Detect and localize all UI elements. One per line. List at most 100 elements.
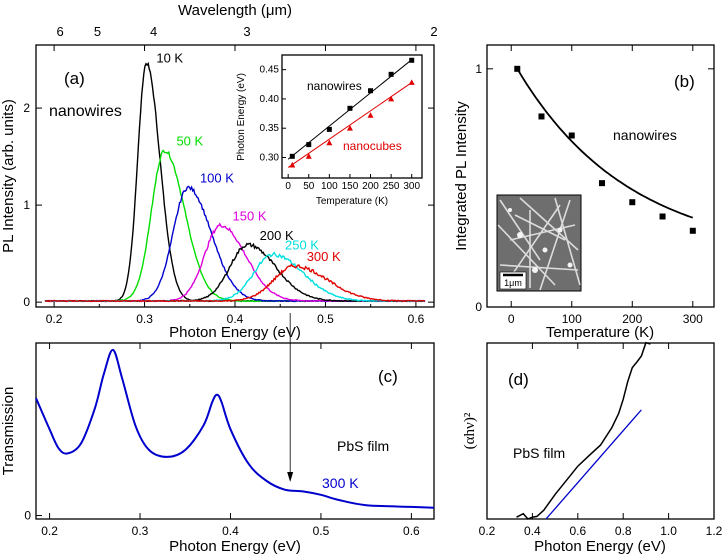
intensity-point: [629, 199, 636, 206]
inset-point-nanowires: [409, 57, 415, 63]
panel-b-xlabel: Temperature (K): [546, 324, 654, 341]
panel-c-frame: [35, 342, 435, 520]
intensity-point: [538, 113, 545, 120]
inset-point-nanowires: [368, 88, 374, 94]
panel-d-frame: [486, 342, 715, 520]
x-tick-label-a: 0.6: [408, 312, 425, 326]
panel-a-top-axis-label: Wavelength (μm): [178, 2, 292, 19]
x-tick-label-a: 0.5: [317, 312, 334, 326]
x-tick-label-d: 1.0: [660, 524, 677, 538]
inset-point-nanocubes: [388, 95, 395, 102]
panel-c-label: (c): [378, 367, 398, 386]
panel-c-curve-label: 300 K: [322, 475, 359, 491]
decay-fit-curve: [516, 68, 694, 219]
inset-y-tick-label: 0.30: [260, 153, 280, 164]
inset-point-nanowires: [306, 142, 312, 148]
pl-curve-250k: [44, 251, 426, 303]
panel-c-xlabel: Photon Energy (eV): [169, 538, 301, 555]
panel-a-plot: 0.2 0.3 0.4 0.5 0.6 0 1 2 6 5 4 3 2 10 K 50 K 100 K 150 …: [23, 24, 437, 326]
x-tick-label-d: 0.2: [479, 524, 496, 538]
inset-point-nanocubes: [305, 153, 312, 159]
panel-d-ylabel: (αhν)²: [462, 412, 478, 449]
x-tick-label-d: 1.2: [706, 524, 723, 538]
panel-b-label: (b): [674, 72, 695, 91]
panel-d-label: (d): [508, 370, 529, 389]
inset-point-nanowires: [388, 71, 394, 77]
x-tick-label-d: 0.4: [524, 524, 541, 538]
x-tick-label-b: 100: [562, 312, 582, 326]
x-tick-label-c: 0.2: [41, 524, 58, 538]
inset-point-nanocubes: [408, 79, 415, 85]
inset-point-nanocubes: [289, 161, 296, 168]
panel-a-label: (a): [64, 69, 85, 88]
panel-a-xlabel: Photon Energy (eV): [169, 324, 301, 341]
intensity-point: [568, 132, 575, 139]
inset-point-nanowires: [326, 126, 332, 132]
arrow-head: [287, 472, 294, 482]
inset-point-nanowires: [289, 153, 295, 159]
inset-y-tick-label: 0.40: [260, 94, 280, 105]
tauc-fit-line: [545, 409, 642, 520]
inset-x-tick-label: 250: [383, 181, 400, 192]
x-tick-label-d: 0.8: [615, 524, 632, 538]
inset-ylabel: Photon Energy (eV): [236, 73, 247, 161]
inset-point-nanocubes: [346, 125, 353, 131]
inset-legend-nanocubes: nanocubes: [343, 139, 402, 153]
pl-label-250k: 250 K: [285, 238, 319, 253]
intensity-point: [659, 213, 666, 220]
transmission-curve: [35, 348, 435, 509]
y-tick-label-a: 2: [23, 101, 30, 115]
x-tick-label-b: 300: [683, 312, 703, 326]
inset-point-nanocubes: [326, 139, 333, 146]
inset-x-tick-label: 0: [285, 181, 291, 192]
top-tick-label-a: 2: [430, 24, 437, 39]
panel-b-plot: 0 100 200 300 0 1: [475, 45, 714, 326]
panel-b-ylabel: Integrated PL Intensity: [453, 101, 470, 251]
pl-label-100k: 100 K: [200, 171, 234, 186]
top-tick-label-a: 4: [150, 24, 157, 39]
x-tick-label-c: 0.3: [132, 524, 149, 538]
absorption-curve: [516, 341, 651, 520]
inset-legend-nanowires: nanowires: [307, 79, 362, 93]
pl-label-50k: 50 K: [176, 134, 203, 149]
panel-c-annotation: PbS film: [337, 438, 389, 454]
y-tick-label-b: 1: [475, 62, 482, 76]
inset-frame: [281, 54, 423, 179]
inset-x-tick-label: 100: [321, 181, 338, 192]
x-tick-label-a: 0.3: [136, 312, 153, 326]
y-tick-label-a: 1: [23, 198, 30, 212]
x-tick-label-b: 0: [508, 312, 515, 326]
pl-curve-300k: [44, 263, 426, 303]
x-tick-label-b: 200: [622, 312, 642, 326]
inset-y-tick-label: 0.45: [260, 65, 280, 76]
top-tick-label-a: 5: [94, 24, 101, 39]
inset-point-nanowires: [347, 105, 353, 111]
panel-d-annotation: PbS film: [513, 445, 565, 461]
pl-label-200k: 200 K: [260, 228, 294, 243]
panel-d-xlabel: Photon Energy (eV): [534, 538, 666, 555]
top-tick-label-a: 3: [243, 24, 250, 39]
x-tick-label-a: 0.2: [46, 312, 63, 326]
intensity-point: [689, 227, 696, 234]
sem-scale-bar-label: 1μm: [504, 278, 522, 288]
top-tick-label-a: 6: [57, 24, 64, 39]
panel-c-ylabel: Transmission: [0, 387, 17, 476]
panel-b-frame: [486, 44, 715, 308]
panel-c-plot: 0.2 0.3 0.4 0.5 0.6 0: [24, 313, 435, 538]
x-tick-label-c: 0.6: [403, 524, 420, 538]
inset-point-nanocubes: [367, 112, 374, 118]
panel-a-annotation: nanowires: [49, 103, 122, 120]
pl-label-10k: 10 K: [156, 50, 183, 65]
pl-curve-200k: [44, 242, 426, 303]
pl-curve-150k: [44, 222, 426, 303]
inset-x-tick-label: 50: [303, 181, 315, 192]
y-tick-label-a: 0: [23, 295, 30, 309]
intensity-point: [514, 65, 521, 72]
x-tick-label-c: 0.5: [313, 524, 330, 538]
panel-a-ylabel: PL Intensity (arb. units): [0, 99, 17, 253]
x-tick-label-a: 0.4: [227, 312, 244, 326]
panel-b-annotation: nanowires: [613, 127, 677, 143]
pl-label-300k: 300 K: [307, 249, 341, 264]
y-tick-label-c: 0: [24, 509, 31, 523]
